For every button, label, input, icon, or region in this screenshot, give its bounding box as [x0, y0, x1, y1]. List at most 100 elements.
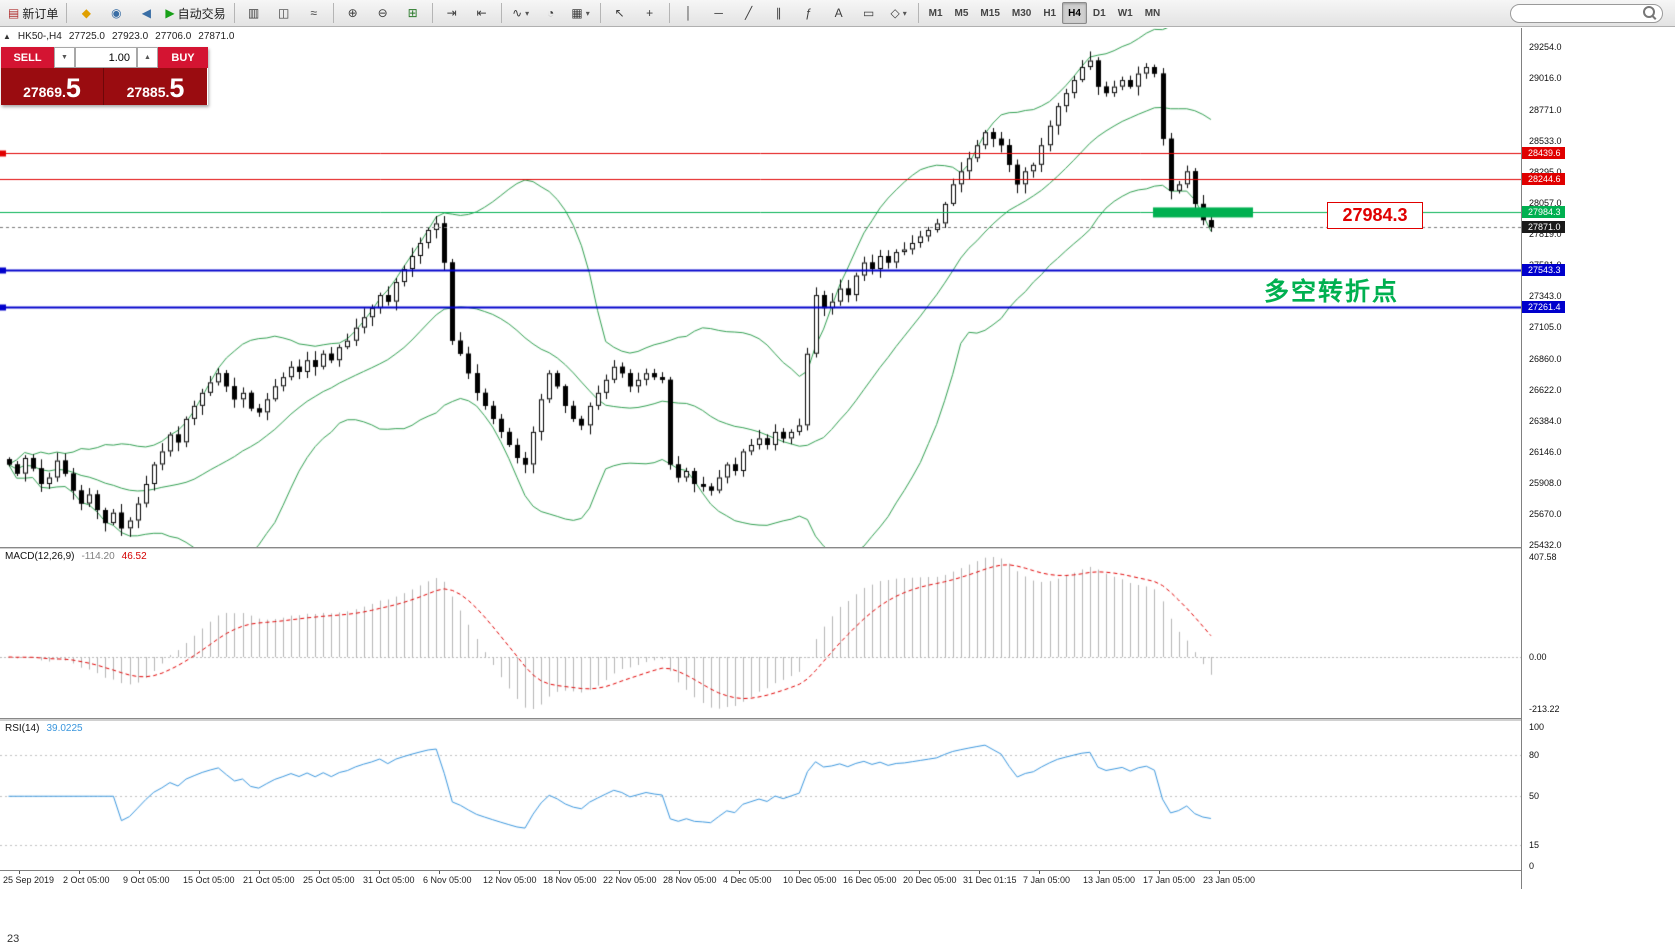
time-axis-label: 22 Nov 05:00: [603, 875, 657, 885]
auto-scroll-button[interactable]: ⇥: [437, 1, 467, 25]
timeframe-m30-button[interactable]: M30: [1011, 7, 1032, 19]
timeframe-m5-button[interactable]: M5: [954, 7, 969, 19]
vertical-line-button[interactable]: │: [674, 1, 704, 25]
toolbar-separator: [66, 3, 68, 23]
time-axis-label: 16 Dec 05:00: [843, 875, 897, 885]
search-input[interactable]: [1510, 3, 1663, 23]
chart-candles-button[interactable]: ◫: [269, 1, 299, 25]
price-axis[interactable]: 29254.0 29016.0 28771.0 28533.0 28295.0 28057…: [1521, 28, 1675, 889]
vertical-line-icon: │: [684, 6, 693, 20]
volume-decrease-button[interactable]: ▼: [54, 47, 75, 68]
time-axis-tick: [139, 871, 140, 874]
buy-button[interactable]: BUY: [158, 47, 208, 68]
price-axis-label: 27819.0: [1529, 228, 1562, 239]
chart-bars-icon: ▥: [247, 6, 260, 20]
main-chart-canvas[interactable]: [0, 28, 1521, 547]
metaeditor-button[interactable]: ◆: [71, 1, 101, 25]
alerts-button[interactable]: ◀: [131, 1, 161, 25]
time-axis-tick: [739, 871, 740, 874]
cursor-icon: ↖: [614, 6, 625, 20]
time-axis-tick: [859, 871, 860, 874]
fibonacci-button[interactable]: ƒ: [794, 1, 824, 25]
time-axis-label: 31 Dec 01:15: [963, 875, 1017, 885]
timeframe-d1-button[interactable]: D1: [1092, 7, 1106, 19]
price-axis-label: 25670.0: [1529, 508, 1562, 519]
grid-icon: ⊞: [407, 6, 418, 20]
time-axis-label: 10 Dec 05:00: [783, 875, 837, 885]
time-axis-tick: [19, 871, 20, 874]
panel-splitter[interactable]: [0, 718, 1521, 721]
macd-panel-canvas[interactable]: [0, 549, 1521, 718]
buy-price-button[interactable]: 27885. 5: [104, 68, 207, 105]
panel-splitter[interactable]: [0, 547, 1521, 549]
timeframe-m15-button[interactable]: M15: [980, 7, 1000, 19]
text-button[interactable]: A: [824, 1, 854, 25]
templates-icon: ▦: [571, 6, 583, 20]
time-axis-label: 28 Nov 05:00: [663, 875, 717, 885]
profiles-button[interactable]: ◉: [101, 1, 131, 25]
templates-button[interactable]: ▦ ▾: [566, 1, 596, 25]
alerts-icon: ◀: [141, 6, 151, 20]
price-axis-label: 27343.0: [1529, 291, 1562, 301]
caret-down-icon: ▾: [585, 8, 590, 18]
timeframe-h1-button[interactable]: H1: [1043, 7, 1057, 19]
timeframe-mn-button[interactable]: MN: [1144, 7, 1161, 19]
volume-input[interactable]: [75, 47, 137, 68]
ohlc-close: 27871.0: [198, 31, 235, 42]
time-axis-label: 13 Jan 05:00: [1083, 875, 1136, 885]
time-axis-tick: [1219, 871, 1220, 874]
rsi-value: 39.0225: [46, 723, 83, 734]
toolbar-separator: [332, 3, 334, 23]
chart-line-button[interactable]: ≈: [299, 1, 329, 25]
macd-axis-label: 407.58: [1529, 552, 1557, 562]
time-axis-tick: [919, 871, 920, 874]
toolbar-separator: [668, 3, 670, 23]
price-axis-label: 26622.0: [1529, 384, 1562, 395]
time-axis-tick: [319, 871, 320, 874]
time-axis-tick: [379, 871, 380, 874]
search-icon[interactable]: [1643, 6, 1655, 19]
zoom-out-button[interactable]: ⊖: [368, 1, 398, 25]
cursor-button[interactable]: ↖: [605, 1, 635, 25]
turning-point-annotation[interactable]: 多空转折点: [1264, 278, 1400, 306]
time-axis-tick: [499, 871, 500, 874]
volume-increase-button[interactable]: ▲: [137, 47, 158, 68]
crosshair-button[interactable]: +: [635, 1, 665, 25]
price-badge: 28244.6: [1522, 172, 1565, 185]
horizontal-line-button[interactable]: ─: [704, 1, 734, 25]
horizontal-line-icon: ─: [714, 6, 723, 20]
new-order-button[interactable]: ▤ 新订单: [4, 1, 62, 25]
label-button[interactable]: ▭: [854, 1, 884, 25]
sell-button[interactable]: SELL: [1, 47, 54, 68]
time-axis-label: 18 Nov 05:00: [543, 875, 597, 885]
price-axis-label: 26146.0: [1529, 446, 1562, 457]
price-annotation-label[interactable]: 27984.3: [1327, 202, 1423, 229]
rsi-panel-canvas[interactable]: [0, 721, 1521, 870]
chart-bars-button[interactable]: ▥: [239, 1, 269, 25]
time-axis[interactable]: 25 Sep 2019 2 Oct 05:00 9 Oct 05:00 15 Oct …: [0, 870, 1521, 890]
macd-indicator-label: MACD(12,26,9) -114.20 46.52: [5, 551, 147, 562]
timeframe-w1-button[interactable]: W1: [1117, 7, 1133, 19]
time-axis-label: 25 Sep 2019: [3, 875, 55, 885]
shapes-button[interactable]: ◇ ▾: [884, 1, 914, 25]
timeframe-h4-button[interactable]: H4: [1062, 2, 1087, 24]
time-axis-tick: [79, 871, 80, 874]
indicators-button[interactable]: ∿ ▾: [506, 1, 536, 25]
grid-button[interactable]: ⊞: [398, 1, 428, 25]
time-axis-label: 31 Oct 05:00: [363, 875, 415, 885]
trendline-button[interactable]: ╱: [734, 1, 764, 25]
timeframe-m1-button[interactable]: M1: [928, 7, 943, 19]
autotrading-button[interactable]: ▶ 自动交易: [161, 1, 229, 25]
chart-shift-icon: ⇤: [476, 6, 487, 20]
toolbar-separator: [500, 3, 502, 23]
autotrading-button-label: 自动交易: [177, 6, 226, 21]
channel-button[interactable]: ∥: [764, 1, 794, 25]
price-axis-label: 25432.0: [1529, 540, 1562, 550]
profiles-icon: ◉: [111, 6, 122, 20]
sell-price-button[interactable]: 27869. 5: [1, 68, 104, 105]
toolbar-separator: [431, 3, 433, 23]
zoom-in-button[interactable]: ⊕: [338, 1, 368, 25]
objects-button[interactable]: ◔: [536, 1, 566, 25]
chart-shift-button[interactable]: ⇤: [467, 1, 497, 25]
macd-name: MACD(12,26,9): [5, 551, 75, 562]
